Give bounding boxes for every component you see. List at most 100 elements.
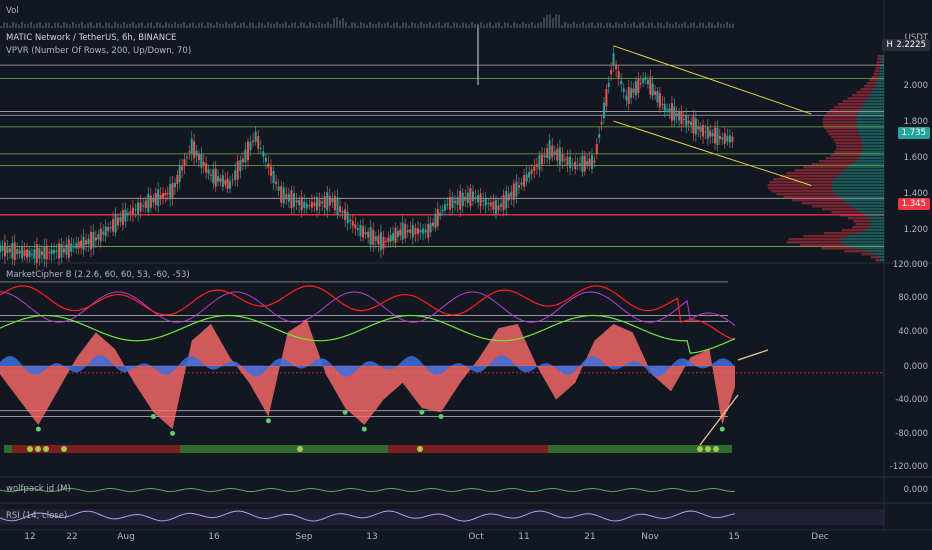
osc-tick: -80.000 [895, 429, 928, 439]
volume-bar [147, 22, 149, 28]
vpvr-bar-down [768, 187, 832, 190]
vpvr-bar-down [869, 79, 878, 82]
candle-body [384, 240, 387, 242]
vpvr-bar-down [771, 190, 834, 193]
signal-bar [604, 445, 612, 453]
signal-bar [580, 445, 588, 453]
vpvr-bar-down [776, 193, 836, 196]
volume-bar [330, 24, 332, 28]
volume-bar [717, 22, 719, 28]
volume-bar [600, 22, 602, 28]
vpvr-bar-down [822, 121, 857, 124]
volume-bar [219, 23, 221, 28]
volume-bar [621, 24, 623, 28]
candle-body [38, 248, 41, 259]
candle-body [287, 194, 290, 202]
vpvr-bar-up [880, 64, 884, 67]
vpvr-bar-up [869, 226, 884, 229]
signal-bar [172, 445, 180, 453]
volume-bar [81, 22, 83, 28]
vpvr-bar-down [876, 64, 881, 67]
volume-bar [360, 22, 362, 28]
candle-body [694, 118, 697, 135]
volume-bar [615, 22, 617, 28]
vpvr-bar-down [863, 85, 875, 88]
volume-bar [54, 22, 56, 28]
candle-body [721, 137, 724, 140]
volume-bar [606, 22, 608, 28]
vpvr-bar-up [869, 94, 884, 97]
candle-body [129, 211, 132, 214]
candle-body [149, 195, 152, 208]
volume-bar [561, 25, 563, 28]
vpvr-bar-up [860, 211, 884, 214]
vpvr-bar-down [842, 100, 866, 103]
candle-body [126, 212, 129, 215]
signal-bar [180, 445, 188, 453]
vpvr-bar-down [828, 133, 860, 136]
volume-bar [375, 24, 377, 28]
signal-bar [652, 445, 660, 453]
signal-dot [61, 446, 67, 452]
signal-bar [532, 445, 540, 453]
volume-bar [165, 22, 167, 28]
vpvr-bar-down [852, 94, 870, 97]
cipher-dot [342, 409, 348, 415]
candle-body [226, 178, 229, 189]
volume-bar [135, 24, 137, 28]
candle-body [456, 197, 459, 205]
vpvr-bar-down [860, 88, 874, 91]
vpvr-bar-up [834, 178, 884, 181]
candle-body [685, 115, 688, 126]
vpvr-bar-down [822, 247, 857, 250]
candle-body [369, 227, 372, 245]
candle-body [654, 91, 657, 95]
vpvr-bar-up [833, 190, 884, 193]
x-tick: 13 [366, 532, 378, 542]
candle-body [454, 200, 457, 203]
candle-body [62, 248, 65, 253]
volume-bar [474, 23, 476, 28]
candle-body [308, 205, 311, 207]
volume-bar [270, 23, 272, 28]
volume-bar [417, 24, 419, 28]
x-tick: Dec [811, 532, 829, 542]
candle-body [104, 226, 107, 236]
volume-bar [318, 22, 320, 28]
signal-bar [372, 445, 380, 453]
vpvr-bar-down [861, 253, 874, 256]
signal-bar [692, 445, 700, 453]
price-axis[interactable]: USDT High 2.2225 2.000 1.800 1.735 1.600… [882, 0, 932, 530]
vpvr-bar-up [831, 187, 884, 190]
vpvr-bar-up [861, 106, 884, 109]
signal-dot [35, 446, 41, 452]
signal-bar [660, 445, 668, 453]
vpvr-bar-up [878, 256, 884, 259]
candle-body [92, 232, 95, 248]
candle-body [548, 140, 551, 160]
candle-body [229, 180, 232, 189]
candle-body [275, 181, 278, 185]
vpvr-bar-up [858, 130, 884, 133]
candle-body [406, 229, 409, 233]
signal-bar [244, 445, 252, 453]
signal-bar [436, 445, 444, 453]
volume-bar [531, 22, 533, 28]
candle-body [523, 175, 526, 187]
candle-body [269, 166, 272, 176]
candle-body [94, 237, 97, 241]
signal-bar [588, 445, 596, 453]
candle-body [171, 183, 174, 198]
signal-bar [356, 445, 364, 453]
volume-bar [687, 24, 689, 28]
candle-body [728, 135, 731, 143]
candle-body [246, 141, 249, 161]
candle-body [35, 244, 38, 264]
osc-tick: 120.000 [892, 260, 928, 270]
vpvr-bar-down [835, 142, 863, 145]
candle-body [675, 113, 678, 117]
candle-body [699, 126, 702, 132]
vpvr-bar-up [831, 184, 884, 187]
signal-bar [508, 445, 516, 453]
candle-body [277, 186, 280, 191]
